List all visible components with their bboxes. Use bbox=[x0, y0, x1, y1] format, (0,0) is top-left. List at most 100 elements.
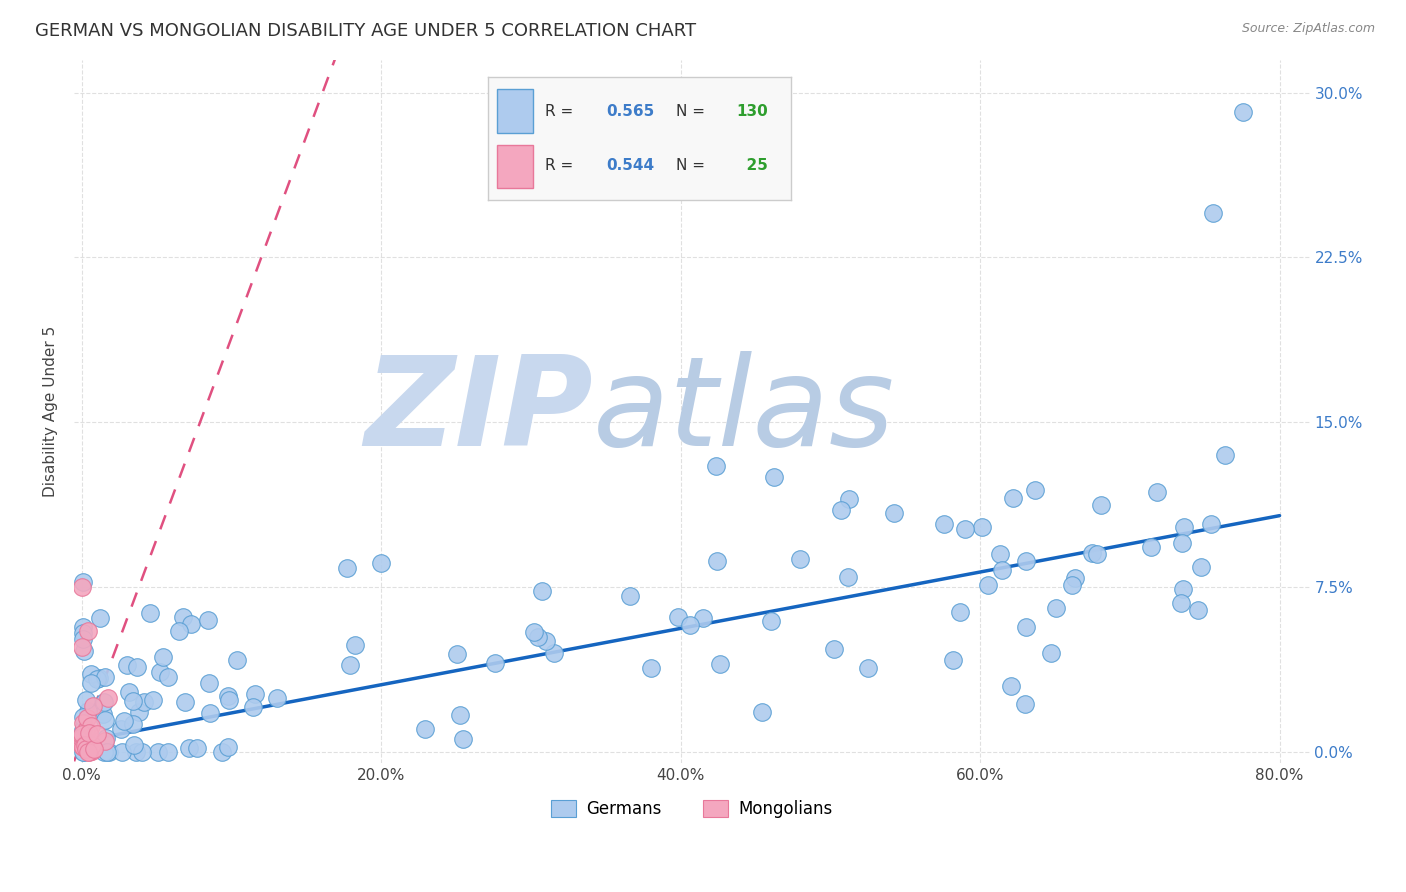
Point bbox=[953, 522, 976, 536]
Point bbox=[112, 714, 135, 728]
Point bbox=[837, 570, 859, 584]
Point bbox=[142, 693, 165, 707]
Point bbox=[343, 638, 366, 652]
Point bbox=[76, 740, 98, 755]
Point bbox=[125, 745, 148, 759]
Point bbox=[932, 516, 955, 531]
Point bbox=[79, 719, 101, 733]
Point bbox=[830, 503, 852, 517]
Point bbox=[1146, 485, 1168, 500]
Point bbox=[1170, 596, 1192, 610]
Text: GERMAN VS MONGOLIAN DISABILITY AGE UNDER 5 CORRELATION CHART: GERMAN VS MONGOLIAN DISABILITY AGE UNDER… bbox=[35, 22, 696, 40]
Point bbox=[72, 640, 94, 654]
Point bbox=[157, 670, 180, 684]
Point bbox=[197, 676, 219, 690]
Point bbox=[640, 661, 662, 675]
Point bbox=[125, 660, 148, 674]
Point bbox=[1173, 582, 1195, 596]
Point bbox=[76, 744, 98, 758]
Point bbox=[523, 624, 546, 639]
Point bbox=[72, 739, 94, 754]
Point bbox=[1081, 546, 1104, 560]
Point bbox=[217, 740, 239, 755]
Point bbox=[1170, 535, 1192, 549]
Point bbox=[180, 617, 202, 632]
Point bbox=[87, 671, 110, 685]
Point bbox=[413, 723, 436, 737]
Point bbox=[1202, 206, 1225, 220]
Point bbox=[110, 745, 132, 759]
Point bbox=[789, 552, 811, 566]
Point bbox=[530, 583, 553, 598]
Point bbox=[534, 634, 557, 648]
Point bbox=[197, 613, 219, 627]
Point bbox=[446, 647, 468, 661]
Point bbox=[75, 740, 97, 755]
Point bbox=[1060, 577, 1083, 591]
Point bbox=[96, 745, 118, 759]
Point bbox=[94, 731, 117, 746]
Point bbox=[217, 689, 239, 703]
Point bbox=[1085, 548, 1108, 562]
Point bbox=[942, 653, 965, 667]
Point bbox=[751, 705, 773, 719]
Point bbox=[72, 580, 94, 594]
Point bbox=[666, 610, 689, 624]
Point bbox=[218, 693, 240, 707]
Point bbox=[73, 738, 96, 752]
Point bbox=[1045, 601, 1067, 615]
Point bbox=[1040, 646, 1063, 660]
Point bbox=[122, 694, 145, 708]
Point bbox=[94, 734, 117, 748]
Point bbox=[704, 459, 727, 474]
Point bbox=[1213, 448, 1236, 462]
Point bbox=[118, 684, 141, 698]
Point bbox=[988, 547, 1011, 561]
Point bbox=[173, 694, 195, 708]
Point bbox=[370, 557, 392, 571]
Point bbox=[186, 740, 208, 755]
Point bbox=[172, 610, 194, 624]
Point bbox=[266, 691, 288, 706]
Point bbox=[97, 691, 120, 706]
Point bbox=[83, 742, 105, 756]
Point bbox=[243, 687, 266, 701]
Point bbox=[75, 693, 97, 707]
Point bbox=[82, 738, 104, 752]
Point bbox=[72, 620, 94, 634]
Point bbox=[132, 695, 155, 709]
Point bbox=[76, 733, 98, 747]
Point bbox=[977, 578, 1000, 592]
Point bbox=[89, 610, 111, 624]
Point bbox=[80, 666, 103, 681]
Point bbox=[149, 665, 172, 679]
Point bbox=[86, 673, 108, 687]
Point bbox=[543, 646, 565, 660]
Point bbox=[72, 626, 94, 640]
Point bbox=[762, 470, 785, 484]
Point bbox=[76, 624, 98, 639]
Point bbox=[86, 727, 108, 741]
Point bbox=[1024, 483, 1046, 497]
Point bbox=[91, 706, 114, 721]
Point bbox=[72, 727, 94, 741]
Point bbox=[72, 745, 94, 759]
Point bbox=[972, 520, 994, 534]
Point bbox=[706, 553, 728, 567]
Point bbox=[692, 611, 714, 625]
Point bbox=[1014, 697, 1036, 711]
Point bbox=[80, 676, 103, 690]
Point bbox=[76, 711, 98, 725]
Point bbox=[82, 743, 104, 757]
Point bbox=[759, 615, 782, 629]
Text: ZIP: ZIP bbox=[364, 351, 593, 472]
Point bbox=[1232, 105, 1254, 120]
Point bbox=[339, 658, 361, 673]
Point bbox=[527, 630, 550, 644]
Point bbox=[211, 745, 233, 759]
Point bbox=[858, 661, 880, 675]
Point bbox=[75, 723, 97, 737]
Point bbox=[152, 649, 174, 664]
Legend: Germans, Mongolians: Germans, Mongolians bbox=[544, 794, 839, 825]
Point bbox=[122, 716, 145, 731]
